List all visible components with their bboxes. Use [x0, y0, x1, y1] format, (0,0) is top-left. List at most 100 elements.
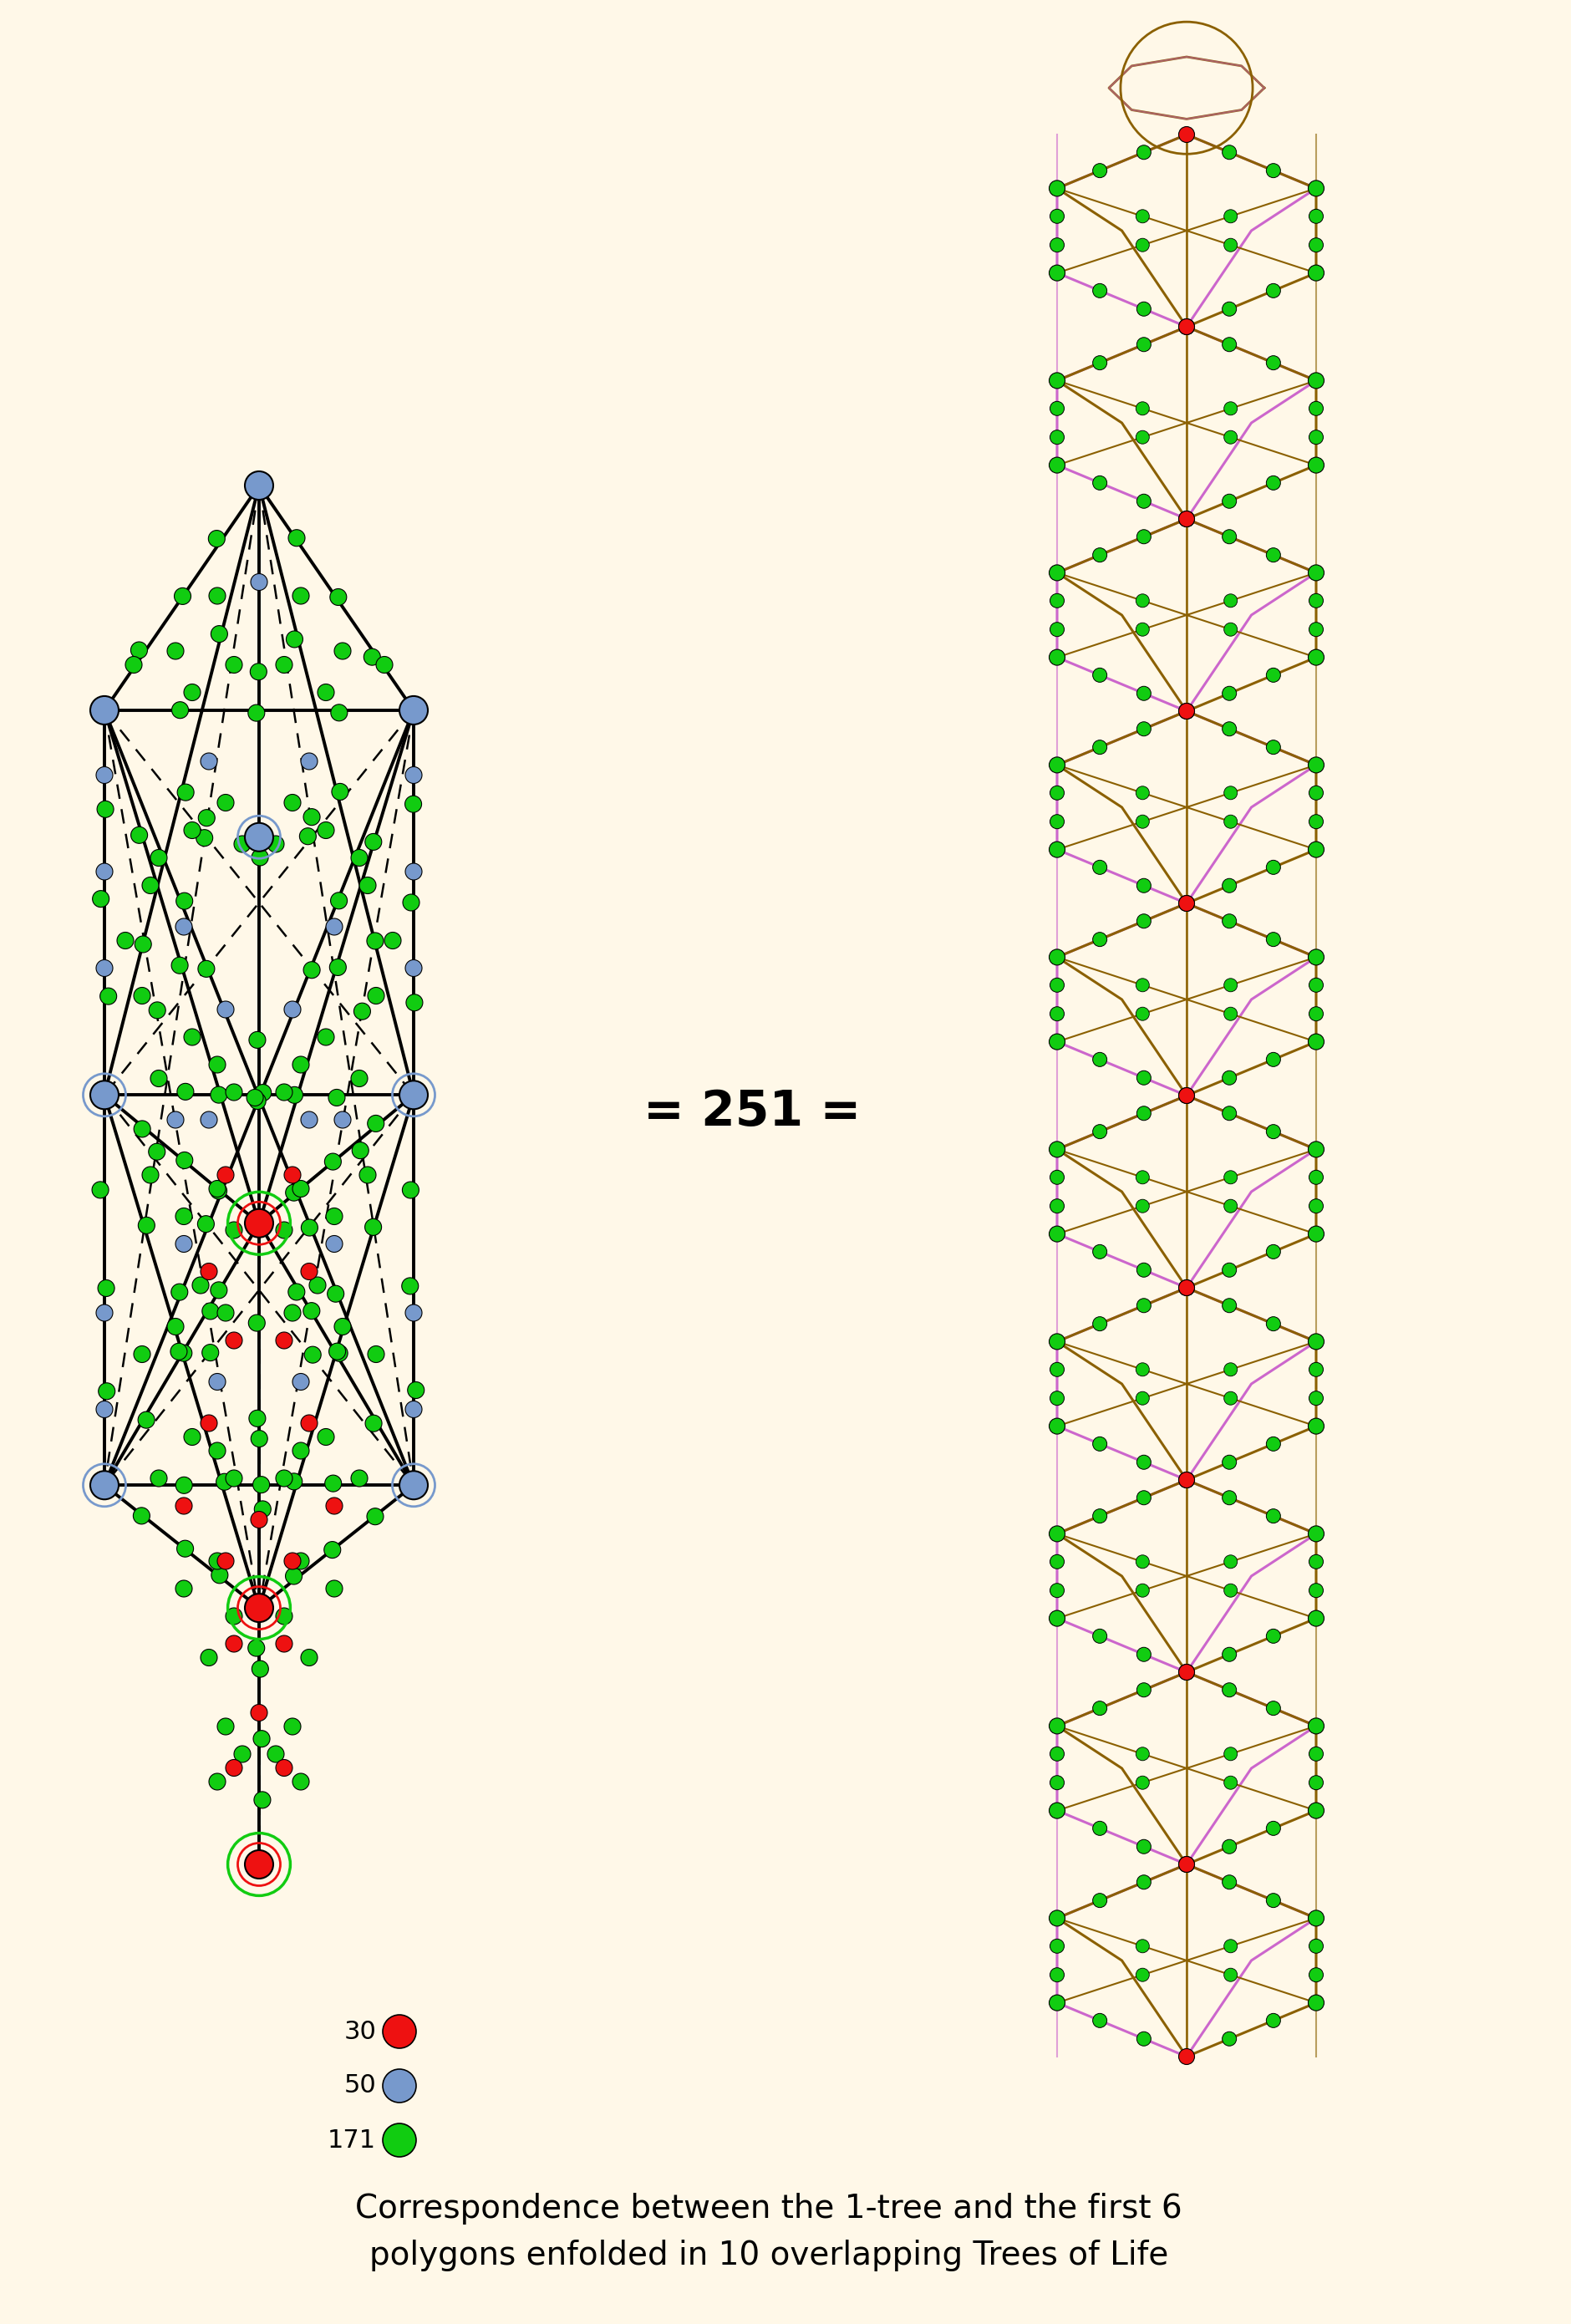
- Circle shape: [211, 625, 228, 641]
- Circle shape: [1309, 1910, 1324, 1927]
- Circle shape: [96, 862, 113, 881]
- Circle shape: [1309, 978, 1323, 992]
- Circle shape: [1309, 1006, 1323, 1020]
- Circle shape: [300, 753, 317, 769]
- Circle shape: [284, 1552, 300, 1569]
- Circle shape: [226, 1332, 242, 1348]
- Circle shape: [1136, 402, 1150, 416]
- Circle shape: [1266, 356, 1280, 370]
- Circle shape: [171, 957, 189, 974]
- Circle shape: [1136, 1941, 1150, 1952]
- Circle shape: [1309, 209, 1323, 223]
- Circle shape: [1222, 1455, 1236, 1469]
- Circle shape: [399, 697, 427, 725]
- Circle shape: [1222, 1106, 1236, 1120]
- Circle shape: [1093, 1894, 1108, 1908]
- Circle shape: [1222, 2031, 1236, 2045]
- Circle shape: [303, 962, 320, 978]
- Circle shape: [1093, 1629, 1108, 1643]
- Circle shape: [1266, 1822, 1280, 1836]
- Circle shape: [1049, 1910, 1065, 1927]
- Circle shape: [209, 588, 226, 604]
- Circle shape: [170, 1343, 187, 1360]
- Circle shape: [250, 1092, 265, 1109]
- Circle shape: [90, 1471, 119, 1499]
- Circle shape: [1049, 1994, 1065, 2010]
- Circle shape: [335, 644, 350, 660]
- Circle shape: [1049, 430, 1064, 444]
- Circle shape: [251, 1703, 267, 1722]
- Circle shape: [1049, 1362, 1064, 1376]
- Circle shape: [1178, 318, 1194, 335]
- Circle shape: [1137, 1683, 1152, 1697]
- Circle shape: [171, 1283, 189, 1301]
- Circle shape: [276, 1083, 292, 1102]
- Circle shape: [1178, 1857, 1194, 1873]
- Circle shape: [405, 960, 423, 976]
- Circle shape: [276, 1608, 292, 1624]
- Circle shape: [1178, 895, 1194, 911]
- Circle shape: [253, 1731, 270, 1748]
- Circle shape: [201, 1264, 217, 1281]
- Circle shape: [300, 827, 316, 844]
- Circle shape: [1137, 1106, 1152, 1120]
- Circle shape: [1093, 1701, 1108, 1715]
- Circle shape: [1266, 932, 1280, 946]
- Circle shape: [209, 1773, 226, 1789]
- Circle shape: [1049, 813, 1064, 830]
- Circle shape: [1136, 239, 1150, 251]
- Circle shape: [1093, 1822, 1108, 1836]
- Circle shape: [407, 1383, 424, 1399]
- Circle shape: [1049, 1418, 1065, 1434]
- Circle shape: [1136, 1748, 1150, 1762]
- Circle shape: [1049, 1968, 1064, 1982]
- Circle shape: [276, 1759, 292, 1776]
- Circle shape: [1309, 841, 1324, 858]
- Circle shape: [1136, 595, 1150, 607]
- Circle shape: [366, 1508, 383, 1525]
- Circle shape: [1222, 1262, 1236, 1278]
- Circle shape: [327, 1285, 344, 1301]
- Circle shape: [284, 1167, 300, 1183]
- Circle shape: [1309, 565, 1324, 581]
- Circle shape: [331, 783, 349, 799]
- Circle shape: [1137, 302, 1152, 316]
- Circle shape: [1224, 209, 1238, 223]
- Circle shape: [1266, 2013, 1280, 2027]
- Circle shape: [325, 1236, 342, 1253]
- Circle shape: [226, 655, 242, 674]
- Circle shape: [1093, 932, 1108, 946]
- Circle shape: [1309, 758, 1324, 774]
- Circle shape: [1136, 816, 1150, 827]
- Circle shape: [276, 1471, 292, 1487]
- Circle shape: [1309, 1717, 1324, 1734]
- Circle shape: [330, 588, 347, 607]
- Circle shape: [1137, 1262, 1152, 1278]
- Circle shape: [1309, 1776, 1323, 1789]
- Circle shape: [330, 960, 346, 976]
- Circle shape: [364, 648, 380, 665]
- Circle shape: [1224, 430, 1238, 444]
- Circle shape: [1222, 495, 1236, 509]
- Circle shape: [217, 795, 234, 811]
- Circle shape: [96, 1304, 113, 1322]
- Circle shape: [1137, 1875, 1152, 1889]
- Circle shape: [300, 1111, 317, 1127]
- Circle shape: [209, 1373, 226, 1390]
- Circle shape: [405, 1304, 423, 1322]
- Circle shape: [1309, 1334, 1324, 1350]
- Circle shape: [331, 1346, 347, 1362]
- Circle shape: [1266, 1701, 1280, 1715]
- Circle shape: [1309, 1141, 1324, 1157]
- Circle shape: [284, 1304, 300, 1322]
- Circle shape: [245, 1208, 273, 1236]
- Circle shape: [1266, 1436, 1280, 1450]
- Circle shape: [1049, 948, 1065, 964]
- Circle shape: [1309, 786, 1323, 799]
- Circle shape: [211, 1566, 228, 1583]
- Circle shape: [1178, 318, 1194, 335]
- Circle shape: [305, 1346, 320, 1364]
- Circle shape: [1309, 1034, 1324, 1050]
- Circle shape: [353, 1004, 371, 1020]
- Circle shape: [1222, 1683, 1236, 1697]
